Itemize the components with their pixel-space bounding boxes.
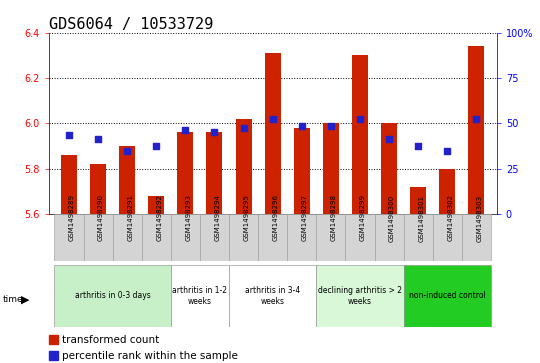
Text: GSM1498292: GSM1498292 [156,195,163,241]
Point [123,148,132,154]
Bar [229,214,258,261]
Bar [55,214,84,261]
Point [94,136,103,142]
Bar [258,214,287,261]
Text: GSM1498296: GSM1498296 [273,195,279,241]
Bar [235,119,252,214]
Text: GSM1498291: GSM1498291 [127,195,133,241]
Bar [171,265,229,327]
Bar [381,123,397,214]
Point [356,116,364,122]
Bar [294,128,310,214]
Bar [352,56,368,214]
Point [385,136,394,142]
Text: GSM1498298: GSM1498298 [331,195,337,241]
Bar [316,265,404,327]
Bar [84,214,113,261]
Text: GSM1498300: GSM1498300 [389,194,395,241]
Text: GSM1498299: GSM1498299 [360,195,366,241]
Text: GSM1498294: GSM1498294 [214,195,220,241]
Text: GSM1498295: GSM1498295 [244,195,249,241]
Bar [61,155,77,214]
Point [298,123,306,129]
Text: non-induced control: non-induced control [409,291,485,300]
Bar [148,196,164,214]
Text: GSM1498303: GSM1498303 [476,194,482,241]
Point [443,148,451,154]
Bar [113,214,141,261]
Text: transformed count: transformed count [62,335,159,345]
Bar [375,214,404,261]
Point [268,116,277,122]
Bar [287,214,316,261]
Point [239,125,248,131]
Bar [265,53,281,214]
Bar [404,214,433,261]
Text: arthritis in 3-4
weeks: arthritis in 3-4 weeks [245,286,300,306]
Bar [171,214,200,261]
Point [65,132,73,138]
Bar [440,169,455,214]
Bar [433,214,462,261]
Text: GSM1498290: GSM1498290 [98,195,104,241]
Bar [229,265,316,327]
Text: arthritis in 1-2
weeks: arthritis in 1-2 weeks [172,286,227,306]
Text: arthritis in 0-3 days: arthritis in 0-3 days [75,291,151,300]
Bar [468,46,484,214]
Bar [206,132,222,214]
Bar [55,265,171,327]
Text: GSM1498293: GSM1498293 [185,195,191,241]
Bar [200,214,229,261]
Bar [323,123,339,214]
Bar [404,265,491,327]
Point [472,116,481,122]
Text: declining arthritis > 2
weeks: declining arthritis > 2 weeks [318,286,402,306]
Point [181,127,190,133]
Point [210,130,219,135]
Bar [316,214,346,261]
Bar [346,214,375,261]
Text: GSM1498297: GSM1498297 [302,195,308,241]
Point [327,123,335,129]
Bar [410,187,426,214]
Text: percentile rank within the sample: percentile rank within the sample [62,351,238,361]
Bar [462,214,491,261]
Text: GSM1498289: GSM1498289 [69,195,75,241]
Bar [119,146,135,214]
Point [414,143,422,149]
Bar [177,132,193,214]
Text: time: time [3,295,23,304]
Text: GDS6064 / 10533729: GDS6064 / 10533729 [49,16,213,32]
Point [152,143,160,149]
Text: GSM1498302: GSM1498302 [447,195,453,241]
Bar [90,164,106,214]
Text: ▶: ▶ [21,294,29,305]
Bar [141,214,171,261]
Text: GSM1498301: GSM1498301 [418,194,424,241]
